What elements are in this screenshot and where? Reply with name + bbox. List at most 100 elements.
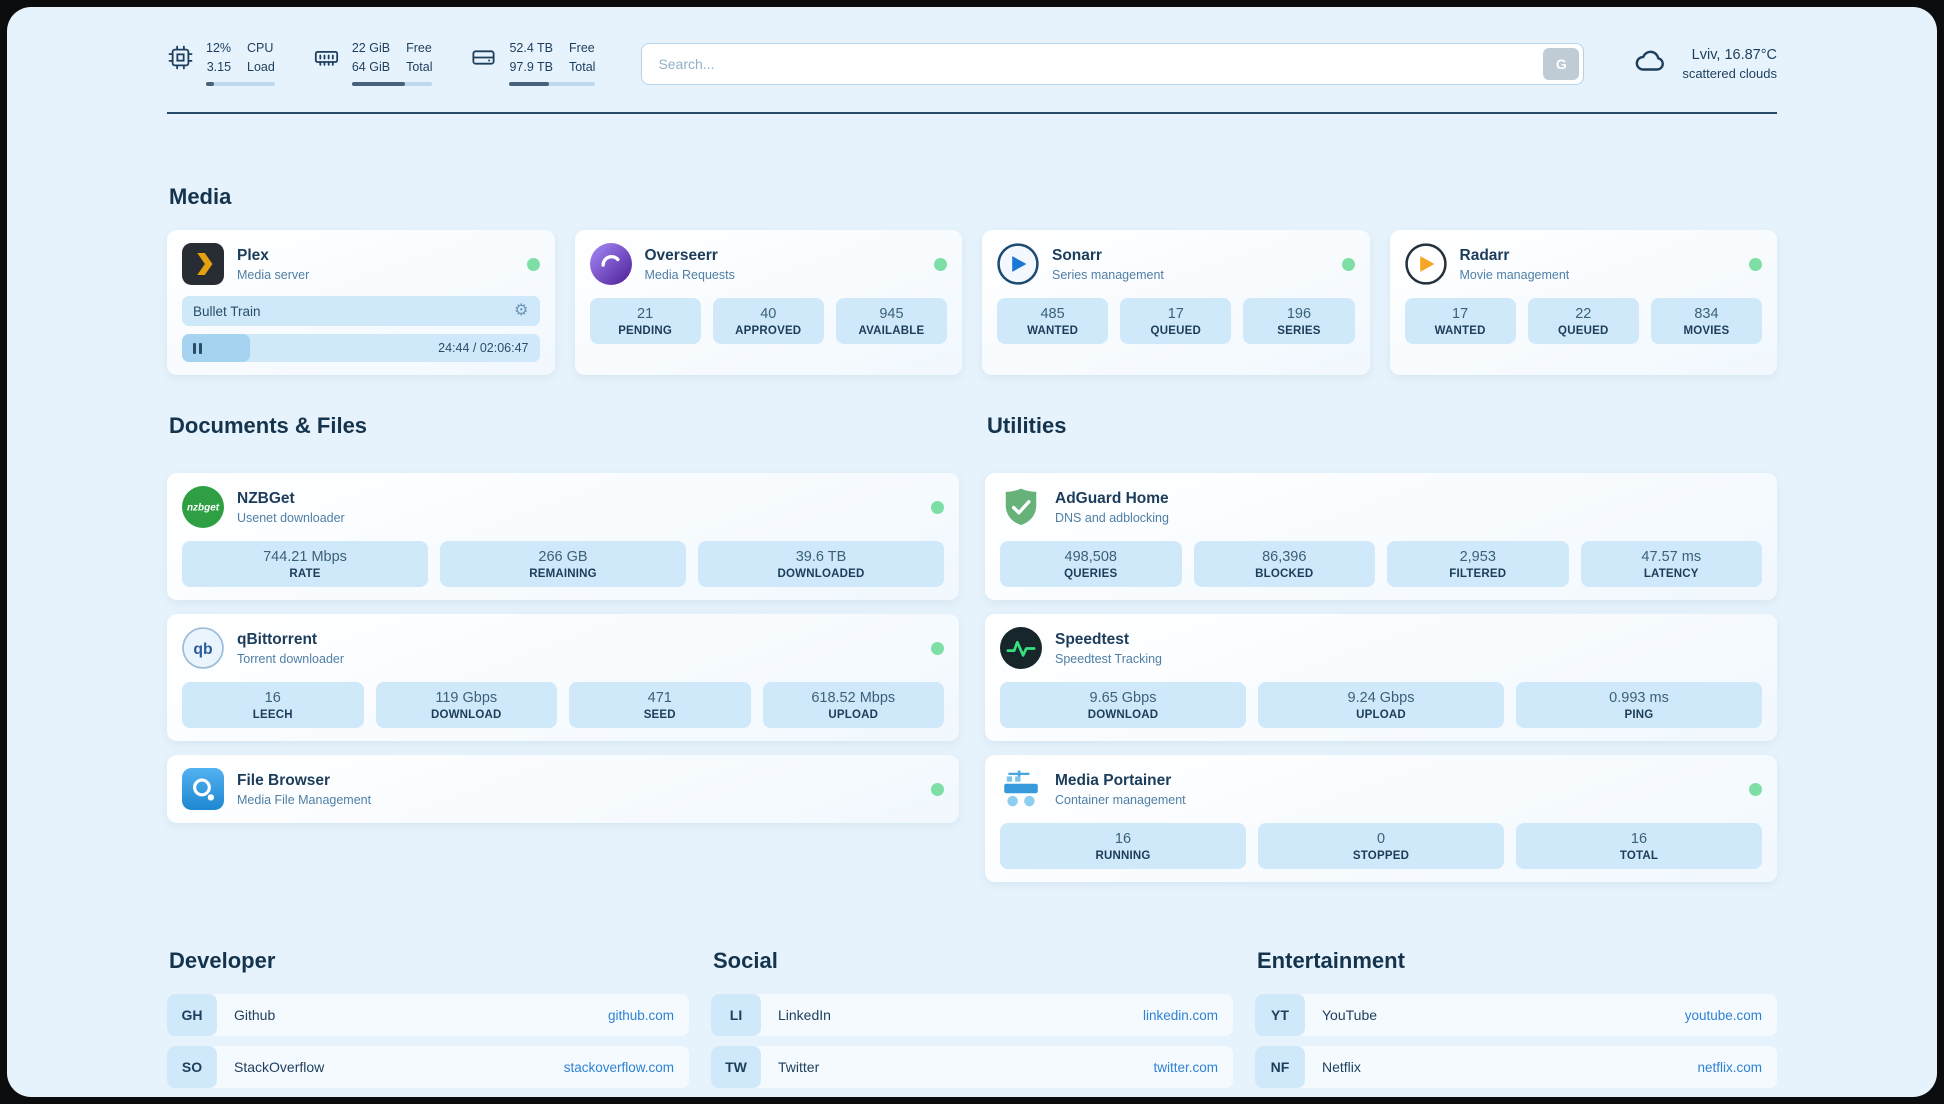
stat-box: 618.52 Mbps UPLOAD — [762, 682, 944, 729]
plex-now-playing-row: Bullet Train ⚙ — [182, 296, 540, 327]
service-name: qBittorrent — [237, 630, 318, 648]
bookmark-url[interactable]: github.com — [607, 1007, 674, 1023]
bookmark-url[interactable]: netflix.com — [1697, 1059, 1762, 1075]
bookmark-url[interactable]: linkedin.com — [1142, 1007, 1218, 1023]
cpu-icon — [167, 41, 194, 71]
adguard-card: AdGuard Home DNS and adblocking 498,508 … — [985, 473, 1777, 601]
stat-value: 39.6 TB — [795, 549, 847, 566]
cpu-widget: 12% 3.15 CPU Load — [167, 41, 275, 87]
stat-label: REMAINING — [529, 568, 597, 581]
stat-value: 40 — [760, 306, 777, 323]
bookmark-name: Twitter — [778, 1059, 820, 1076]
stat-value: 0 — [1376, 831, 1386, 848]
dashboard-page: 12% 3.15 CPU Load — [7, 7, 1937, 1097]
service-desc: Movie management — [1459, 267, 1570, 282]
status-dot — [931, 782, 944, 796]
stat-label: DOWNLOAD — [1087, 709, 1159, 722]
filebrowser-card: File Browser Media File Management — [167, 755, 959, 824]
status-dot — [1749, 782, 1762, 796]
disk-free-label: Free — [569, 41, 595, 55]
stat-box: 9.24 Gbps UPLOAD — [1258, 682, 1504, 729]
ram-widget-body: 22 GiB 64 GiB Free Total — [351, 41, 433, 87]
bookmark-github[interactable]: GH Github github.com — [167, 994, 689, 1037]
bookmark-linkedin[interactable]: LI LinkedIn linkedin.com — [711, 994, 1233, 1037]
disk-progress-fill — [509, 82, 549, 87]
entertainment-group-title: Entertainment — [1257, 948, 1405, 974]
stat-value: 16 — [1114, 831, 1132, 848]
stat-label: QUERIES — [1064, 568, 1118, 581]
radarr-service-link[interactable]: Radarr Movie management — [1404, 243, 1762, 285]
service-desc: Torrent downloader — [237, 651, 345, 666]
stat-value: 266 GB — [538, 549, 588, 566]
stat-label: MOVIES — [1683, 325, 1730, 338]
disk-widget: 52.4 TB 97.9 TB Free Total — [470, 41, 596, 87]
plex-progress-bar[interactable]: 24:44 / 02:06:47 — [182, 334, 540, 363]
status-dot — [931, 641, 944, 655]
stat-box: 744.21 Mbps RATE — [182, 541, 428, 588]
bookmark-abbr: YT — [1255, 994, 1305, 1037]
portainer-stats: 16 RUNNING 0 STOPPED 16 TOTAL — [1000, 823, 1762, 870]
service-name: Media Portainer — [1055, 771, 1172, 789]
nzbget-stats: 744.21 Mbps RATE 266 GB REMAINING 39.6 T… — [182, 541, 944, 588]
portainer-card: Media Portainer Container management 16 … — [985, 755, 1777, 883]
stat-label: RATE — [289, 568, 321, 581]
service-name: Overseerr — [644, 246, 718, 264]
plex-service-link[interactable]: Plex Media server — [182, 243, 540, 286]
cpu-progress-fill — [206, 82, 215, 87]
disk-widget-body: 52.4 TB 97.9 TB Free Total — [509, 41, 596, 87]
search-provider-button[interactable]: G — [1543, 47, 1580, 80]
bookmark-url[interactable]: twitter.com — [1153, 1059, 1218, 1075]
stat-box: 21 PENDING — [589, 298, 701, 345]
status-dot — [1341, 257, 1355, 271]
stat-value: 744.21 Mbps — [263, 549, 347, 566]
bookmark-netflix[interactable]: NF Netflix netflix.com — [1255, 1046, 1777, 1089]
filebrowser-service-link[interactable]: File Browser Media File Management — [182, 768, 944, 811]
overseerr-meta: Overseerr Media Requests — [645, 247, 735, 282]
ram-total-value: 64 GiB — [351, 59, 391, 74]
stat-label: QUEUED — [1558, 325, 1609, 338]
adguard-icon — [1000, 486, 1042, 528]
gear-icon[interactable]: ⚙ — [514, 302, 529, 320]
stat-value: 471 — [647, 690, 672, 707]
qbittorrent-card: qb qBittorrent Torrent downloader 16 LEE… — [167, 614, 959, 742]
stat-box: 86,396 BLOCKED — [1193, 541, 1375, 588]
stat-label: WANTED — [1434, 325, 1486, 338]
status-dot — [1749, 257, 1762, 271]
bookmark-url[interactable]: stackoverflow.com — [563, 1059, 674, 1075]
bookmark-group-social: Social LI LinkedIn linkedin.com TW Twitt… — [711, 948, 1233, 1089]
stat-value: 9.24 Gbps — [1347, 690, 1415, 707]
bookmark-url[interactable]: youtube.com — [1684, 1007, 1762, 1023]
portainer-icon — [1000, 768, 1042, 810]
qbittorrent-service-link[interactable]: qb qBittorrent Torrent downloader — [182, 627, 944, 670]
bookmark-stackoverflow[interactable]: SO StackOverflow stackoverflow.com — [167, 1046, 689, 1089]
stat-label: BLOCKED — [1255, 568, 1314, 581]
developer-bookmark-list: GH Github github.com SO StackOverflow st… — [167, 994, 689, 1097]
sonarr-service-link[interactable]: Sonarr Series management — [997, 243, 1355, 285]
search-input[interactable] — [641, 42, 1585, 85]
developer-group-title: Developer — [169, 948, 276, 974]
bookmark-youtube[interactable]: YT YouTube youtube.com — [1255, 994, 1777, 1037]
nzbget-service-link[interactable]: nzbget NZBGet Usenet downloader — [182, 486, 944, 529]
cpu-load-label: Load — [247, 59, 275, 74]
stat-box: 9.65 Gbps DOWNLOAD — [1000, 682, 1246, 729]
bookmark-twitter[interactable]: TW Twitter twitter.com — [711, 1046, 1233, 1089]
documents-section-title: Documents & Files — [169, 413, 368, 439]
speedtest-service-link[interactable]: Speedtest Speedtest Tracking — [1000, 627, 1762, 670]
stat-label: PENDING — [618, 325, 672, 338]
overseerr-service-link[interactable]: Overseerr Media Requests — [589, 243, 947, 286]
cpu-usage-label: CPU — [247, 41, 274, 55]
portainer-service-link[interactable]: Media Portainer Container management — [1000, 768, 1762, 810]
stat-box: 2,953 FILTERED — [1387, 541, 1569, 588]
service-desc: Media Requests — [644, 267, 735, 282]
stat-value: 21 — [637, 306, 654, 323]
stat-box: 17 QUEUED — [1120, 298, 1232, 345]
overseerr-icon — [589, 243, 632, 286]
service-desc: Container management — [1055, 792, 1186, 807]
resource-widgets: 12% 3.15 CPU Load — [167, 41, 596, 87]
bookmark-abbr: GH — [167, 994, 217, 1037]
pause-icon[interactable] — [193, 342, 202, 354]
bookmark-abbr: SO — [167, 1046, 217, 1089]
stat-label: UPLOAD — [1356, 709, 1406, 722]
portainer-meta: Media Portainer Container management — [1055, 772, 1186, 807]
adguard-service-link[interactable]: AdGuard Home DNS and adblocking — [1000, 486, 1762, 528]
